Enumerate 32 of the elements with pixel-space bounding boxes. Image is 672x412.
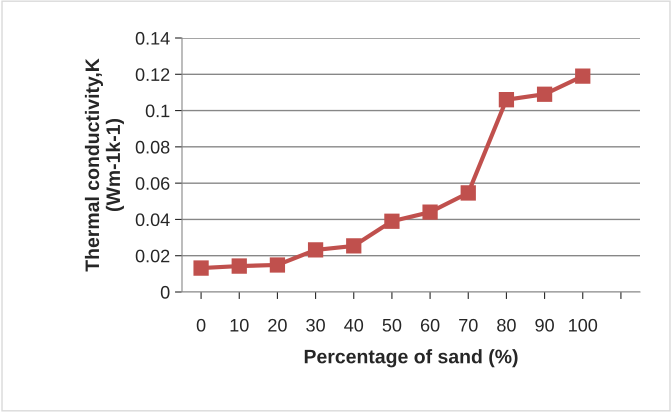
x-tick-label: 20 — [268, 318, 287, 332]
point — [460, 185, 476, 201]
x-axis-title: Percentage of sand (%) — [304, 349, 518, 368]
y-tick-label: 0.14 — [136, 32, 170, 45]
point — [536, 86, 552, 102]
y-tick-label: 0 — [160, 286, 170, 299]
y-tick-label: 0.06 — [136, 177, 170, 190]
point — [193, 260, 209, 276]
x-tick-label: 10 — [230, 318, 249, 332]
x-tick-label: 100 — [569, 318, 598, 332]
x-tick-label: 80 — [497, 318, 516, 332]
y-tick-label: 0.08 — [136, 140, 170, 154]
y-tick-label: 0.1 — [146, 104, 170, 118]
point — [232, 258, 247, 274]
point — [498, 92, 514, 108]
y-tick-label: 0.02 — [136, 250, 170, 262]
x-tick-label: 30 — [306, 318, 325, 332]
point — [270, 257, 286, 273]
x-tick-label: 0 — [196, 318, 206, 332]
point — [346, 238, 362, 254]
x-tick-label: 90 — [535, 318, 554, 332]
x-tick-label: 70 — [459, 318, 478, 332]
x-tick-label: 60 — [420, 318, 440, 332]
point — [575, 68, 590, 84]
x-tick-label: 50 — [382, 318, 402, 332]
point — [384, 214, 400, 229]
y-axis-title: Thermal conductivity,K (Wm-1k-1) — [84, 58, 124, 272]
y-tick-label: 0.04 — [136, 213, 170, 226]
y-tick-label: 0.12 — [136, 68, 170, 82]
point — [422, 204, 438, 220]
x-tick-label: 40 — [344, 318, 364, 332]
point — [308, 242, 324, 258]
